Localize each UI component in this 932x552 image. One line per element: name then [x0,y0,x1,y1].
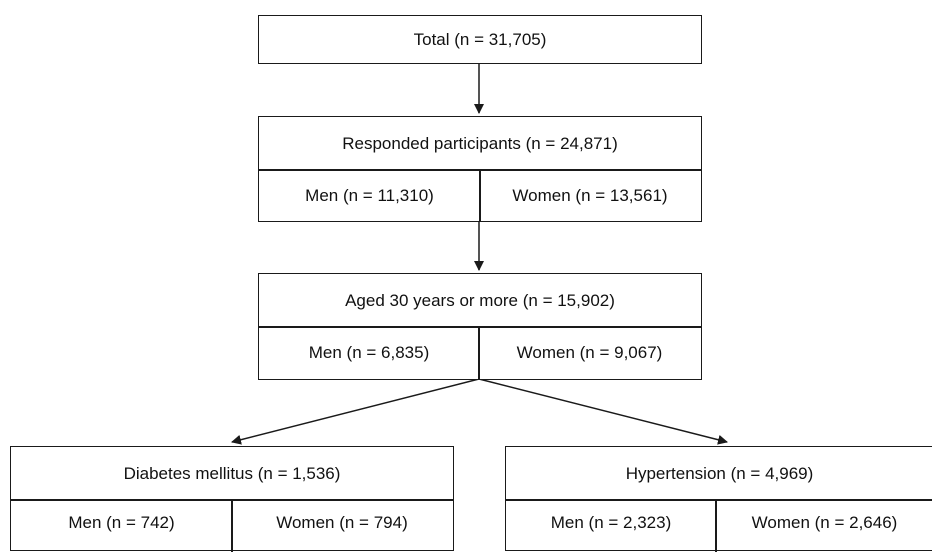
responded-women: Women (n = 13,561) [512,185,668,205]
aged-women: Women (n = 9,067) [516,343,663,362]
diabetes-box: Diabetes mellitus (n = 1,536) Men (n = 7… [10,446,454,552]
hypertension-label: Hypertension (n = 4,969) [625,463,814,483]
arrow-aged-to-hypertension [478,378,728,445]
responded-men: Men (n = 11,310) [305,185,434,205]
arrow-aged-to-diabetes [231,378,480,445]
aged-box: Aged 30 years or more (n = 15,902) Men (… [258,273,702,380]
diabetes-label: Diabetes mellitus (n = 1,536) [123,463,341,483]
diabetes-men: Men (n = 742) [68,513,175,532]
total-label: Total (n = 31,705) [413,29,547,49]
hypertension-men: Men (n = 2,323) [550,513,672,532]
hypertension-women: Women (n = 2,646) [751,513,898,532]
responded-label: Responded participants (n = 24,871) [342,133,618,153]
diabetes-women: Women (n = 794) [276,513,408,532]
total-box: Total (n = 31,705) [258,15,702,64]
responded-box: Responded participants (n = 24,871) Men … [258,116,702,222]
hypertension-box: Hypertension (n = 4,969) Men (n = 2,323)… [505,446,932,552]
aged-men: Men (n = 6,835) [308,343,430,362]
aged-label: Aged 30 years or more (n = 15,902) [345,290,615,310]
